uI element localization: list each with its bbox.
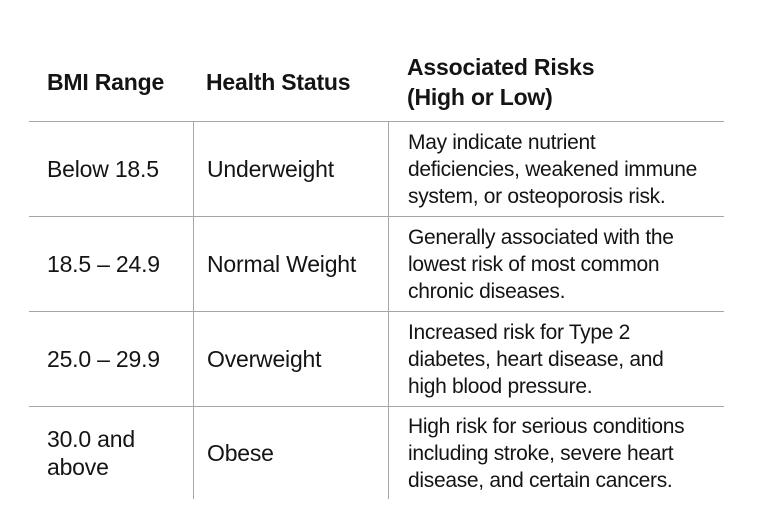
header-associated-risks: Associated Risks (High or Low) bbox=[388, 42, 724, 121]
bmi-table: BMI Range Health Status Associated Risks… bbox=[29, 42, 724, 499]
health-status-cell: Obese bbox=[193, 407, 388, 499]
risks-line: High risk for serious conditions bbox=[408, 414, 685, 438]
health-status-cell: Overweight bbox=[193, 312, 388, 406]
risks-line: including stroke, severe heart bbox=[408, 441, 674, 465]
risks-line: chronic diseases. bbox=[408, 279, 566, 303]
risks-line: Increased risk for Type 2 bbox=[408, 320, 631, 344]
risks-line: lowest risk of most common bbox=[408, 252, 660, 276]
health-status-value: Underweight bbox=[207, 156, 334, 182]
table-row-underweight: Below 18.5 Underweight May indicate nutr… bbox=[29, 122, 724, 217]
bmi-range-cell: 18.5 – 24.9 bbox=[29, 217, 193, 311]
risks-cell: Increased risk for Type 2 diabetes, hear… bbox=[388, 312, 724, 406]
risks-line: Generally associated with the bbox=[408, 225, 674, 249]
risks-line: disease, and certain cancers. bbox=[408, 468, 673, 492]
header-bmi-range: BMI Range bbox=[29, 42, 193, 121]
table-header-row: BMI Range Health Status Associated Risks… bbox=[29, 42, 724, 122]
health-status-value: Normal Weight bbox=[207, 251, 357, 277]
bmi-range-cell: 25.0 – 29.9 bbox=[29, 312, 193, 406]
risks-line: diabetes, heart disease, and bbox=[408, 347, 664, 371]
health-status-cell: Underweight bbox=[193, 122, 388, 216]
risks-line: high blood pressure. bbox=[408, 374, 593, 398]
header-health-status-label: Health Status bbox=[206, 68, 351, 95]
risks-cell: May indicate nutrient deficiencies, weak… bbox=[388, 122, 724, 216]
bmi-range-value-line2: above bbox=[47, 454, 109, 480]
header-associated-risks-line2: (High or Low) bbox=[407, 83, 553, 110]
risks-cell: High risk for serious conditions includi… bbox=[388, 407, 724, 499]
risks-line: May indicate nutrient bbox=[408, 130, 596, 154]
health-status-value: Obese bbox=[207, 440, 274, 466]
risks-cell: Generally associated with the lowest ris… bbox=[388, 217, 724, 311]
header-associated-risks-line1: Associated Risks bbox=[407, 53, 595, 80]
table-row-overweight: 25.0 – 29.9 Overweight Increased risk fo… bbox=[29, 312, 724, 407]
bmi-range-value-line1: 30.0 and bbox=[47, 426, 135, 452]
table-row-normal-weight: 18.5 – 24.9 Normal Weight Generally asso… bbox=[29, 217, 724, 312]
risks-line: system, or osteoporosis risk. bbox=[408, 184, 666, 208]
header-bmi-range-label: BMI Range bbox=[47, 68, 165, 95]
table-row-obese: 30.0 and above Obese High risk for serio… bbox=[29, 407, 724, 499]
health-status-cell: Normal Weight bbox=[193, 217, 388, 311]
health-status-value: Overweight bbox=[207, 346, 322, 372]
bmi-range-cell: Below 18.5 bbox=[29, 122, 193, 216]
bmi-range-value: Below 18.5 bbox=[47, 156, 159, 182]
risks-line: deficiencies, weakened immune bbox=[408, 157, 697, 181]
bmi-range-value: 25.0 – 29.9 bbox=[47, 346, 160, 372]
header-health-status: Health Status bbox=[193, 42, 388, 121]
bmi-range-cell: 30.0 and above bbox=[29, 407, 193, 499]
bmi-range-value: 18.5 – 24.9 bbox=[47, 251, 160, 277]
